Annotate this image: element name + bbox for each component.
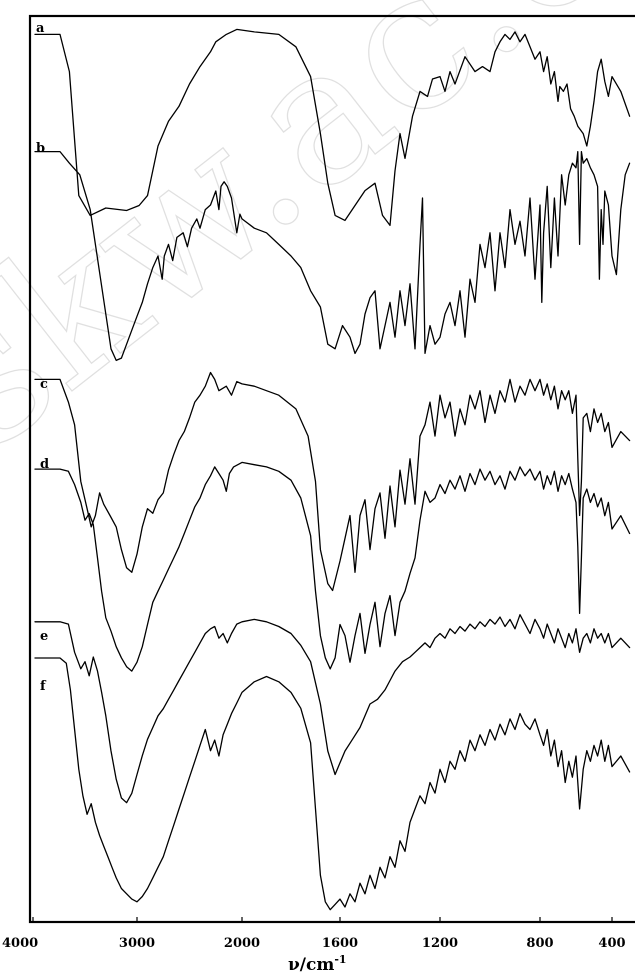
x-tick-label-400: 400: [598, 936, 625, 951]
spectrum-a: [34, 28, 631, 227]
curve-label-a: a: [36, 21, 45, 36]
x-tick-label-1200: 1200: [422, 936, 458, 951]
spectrum-c: [34, 371, 631, 592]
x-axis-ticks: 4000 3000 2000 1600 1200 800 400: [2, 917, 626, 951]
x-tick-label-800: 800: [526, 936, 553, 951]
x-tick-label-1600: 1600: [322, 936, 358, 951]
spectra-group: [34, 28, 631, 911]
curve-label-d: d: [40, 457, 49, 472]
spectrum-d: [34, 461, 631, 672]
plot-frame: [28, 14, 635, 924]
curve-label-b: b: [36, 141, 45, 156]
x-tick-label-4000: 4000: [2, 936, 38, 951]
curve-label-f: f: [40, 679, 47, 694]
spectrum-e: [34, 614, 631, 804]
spectrum-f: [34, 657, 631, 911]
curve-label-c: c: [40, 377, 48, 392]
x-axis-label: ν/cm-1: [288, 953, 347, 975]
x-tick-label-3000: 3000: [119, 936, 155, 951]
x-tick-label-2000: 2000: [224, 936, 260, 951]
spectrum-b: [34, 150, 631, 362]
curve-labels: a b c d e f: [36, 21, 49, 694]
curve-label-e: e: [40, 629, 48, 644]
